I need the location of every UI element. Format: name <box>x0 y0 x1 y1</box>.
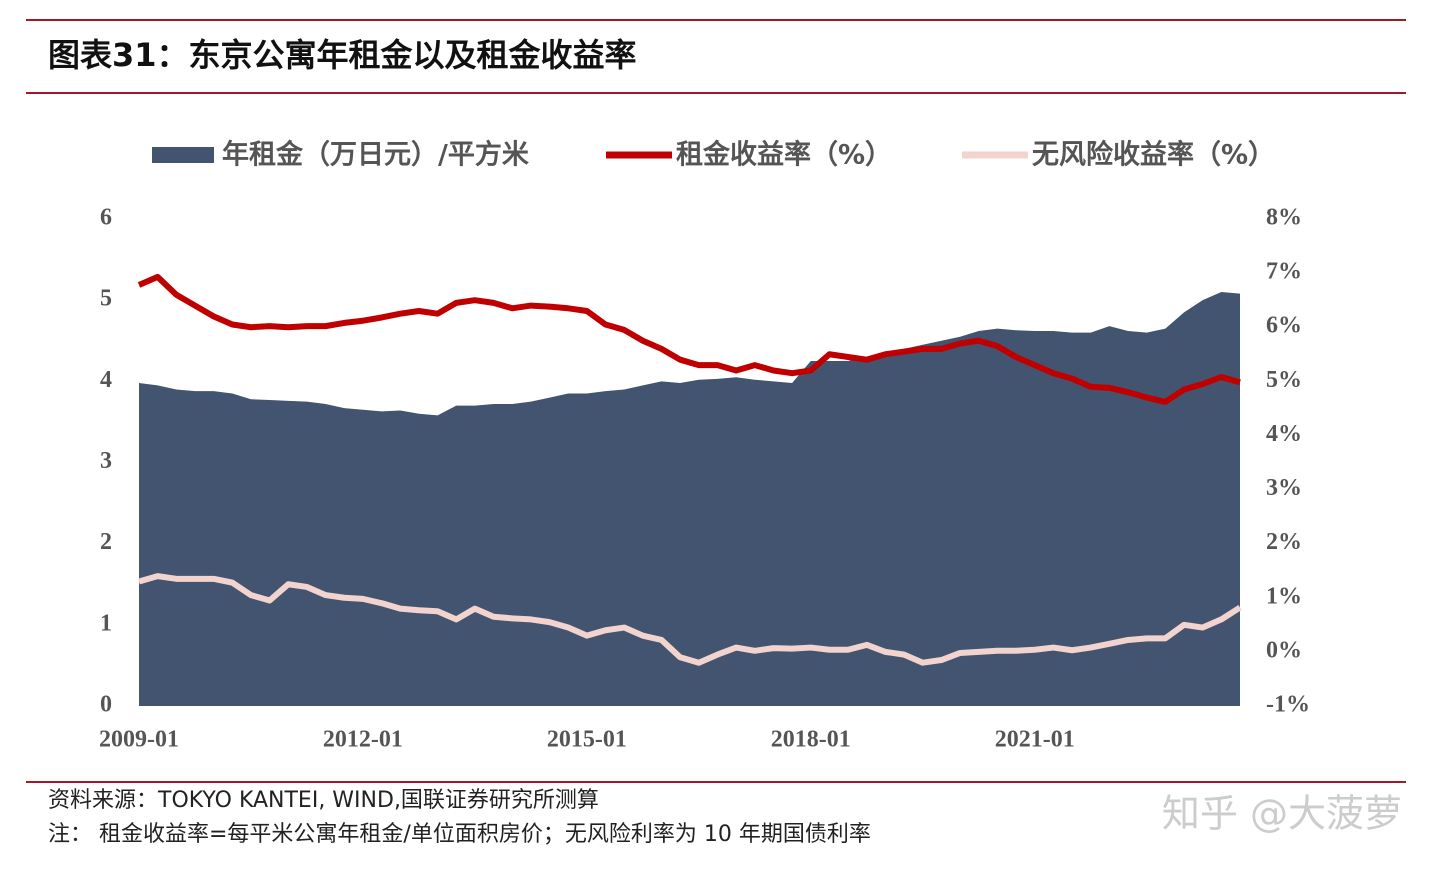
y-tick-label: 1 <box>100 610 112 636</box>
y2-tick-label: 6% <box>1266 313 1302 339</box>
y-tick-label: 3 <box>100 448 112 474</box>
y2-tick-label: 5% <box>1266 367 1302 393</box>
legend-swatch <box>152 147 214 163</box>
line <box>137 273 1241 405</box>
y2-tick-label: 4% <box>1266 421 1302 447</box>
legend-label: 年租金（万日元）/平方米 <box>222 139 529 171</box>
x-tick-label: 2015-01 <box>547 727 627 753</box>
page-title: 图表31：东京公寓年租金以及租金收益率 <box>48 36 637 74</box>
y-tick-label: 2 <box>100 529 112 555</box>
area <box>139 292 1240 706</box>
y2-tick-label: 0% <box>1266 637 1302 663</box>
x-tick-label: 2021-01 <box>995 727 1075 753</box>
x-tick-label: 2009-01 <box>99 727 179 753</box>
y2-tick-label: 8% <box>1266 205 1302 231</box>
source: 资料来源：TOKYO KANTEI, WIND,国联证券研究所测算 <box>48 788 599 813</box>
x-tick-label: 2012-01 <box>323 727 403 753</box>
y2-tick-label: 3% <box>1266 475 1302 501</box>
legend-label: 租金收益率（%） <box>676 139 892 171</box>
note: 注： 租金收益率=每平米公寓年租金/单位面积房价；无风险利率为 10 年期国债利… <box>48 822 871 847</box>
y-tick-label: 4 <box>100 367 112 393</box>
y2-tick-label: -1% <box>1266 692 1310 718</box>
x-tick-label: 2018-01 <box>771 727 851 753</box>
y-tick-label: 5 <box>100 286 112 312</box>
y-tick-label: 6 <box>100 205 112 231</box>
y2-tick-label: 7% <box>1266 259 1302 285</box>
y-tick-label: 0 <box>100 692 112 718</box>
legend-label: 无风险收益率（%） <box>1032 139 1275 171</box>
watermark: 知乎 @大菠萝 <box>1162 792 1402 836</box>
y2-tick-label: 1% <box>1266 583 1302 609</box>
line <box>138 573 1242 666</box>
y2-tick-label: 2% <box>1266 529 1302 555</box>
